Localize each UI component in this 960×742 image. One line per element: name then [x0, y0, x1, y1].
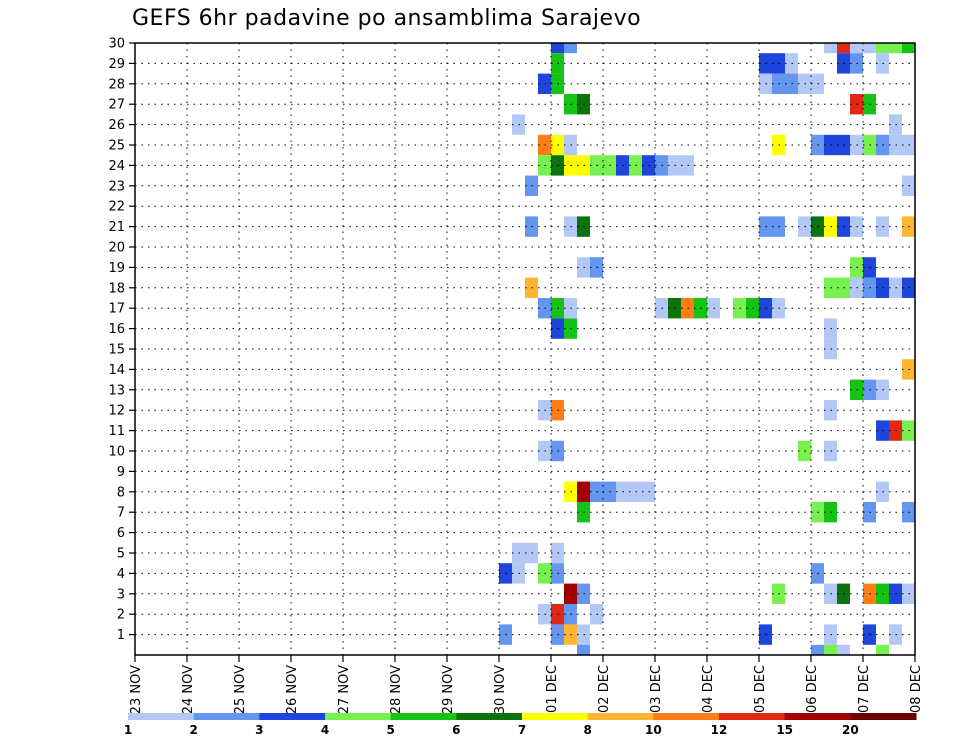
x-axis-ticks: 23 NOV 24 NOV 25 NOV 26 NOV 27 NOV 28 NOV 29 N… — [129, 655, 924, 714]
legend-label: 12 — [711, 723, 728, 737]
y-tick-label: 7 — [117, 506, 125, 521]
y-tick-label: 12 — [108, 404, 125, 419]
y-tick-label: 18 — [108, 281, 125, 296]
x-tick-label: 28 NOV — [389, 665, 404, 714]
x-tick-label: 02 DEC — [597, 665, 612, 713]
legend-swatch — [193, 713, 260, 720]
heatmap-cell — [902, 43, 915, 54]
legend-swatch — [850, 713, 917, 720]
x-tick-label: 23 NOV — [129, 665, 144, 714]
y-tick-label: 22 — [108, 200, 125, 215]
legend-swatch — [259, 713, 326, 720]
legend-swatch — [390, 713, 457, 720]
x-tick-label: 26 NOV — [285, 665, 300, 714]
heatmap-cell — [863, 43, 876, 54]
legend-label: 20 — [842, 723, 859, 737]
y-tick-label: 30 — [108, 37, 125, 52]
y-tick-label: 21 — [108, 220, 125, 235]
y-tick-label: 3 — [117, 587, 125, 602]
legend-label: 7 — [518, 723, 526, 737]
y-tick-label: 28 — [108, 77, 125, 92]
y-tick-label: 27 — [108, 98, 125, 113]
y-tick-label: 29 — [108, 57, 125, 72]
legend-swatch — [522, 713, 589, 720]
color-legend: 1 2 3 4 5 6 7 8 10 12 15 20 — [124, 713, 917, 737]
x-tick-label: 07 DEC — [857, 665, 872, 713]
legend-label: 1 — [124, 723, 132, 737]
legend-swatch — [719, 713, 786, 720]
y-tick-label: 10 — [108, 445, 125, 460]
x-tick-label: 05 DEC — [753, 665, 768, 713]
x-tick-label: 30 NOV — [493, 665, 508, 714]
legend-label: 3 — [255, 723, 263, 737]
y-tick-label: 16 — [108, 322, 125, 337]
y-tick-label: 20 — [108, 241, 125, 256]
chart-title: GEFS 6hr padavine po ansamblima Sarajevo — [132, 6, 642, 31]
heatmap-cell — [811, 644, 824, 655]
y-tick-label: 17 — [108, 302, 125, 317]
legend-swatch — [325, 713, 392, 720]
x-tick-label: 24 NOV — [181, 665, 196, 714]
heatmap-cell — [824, 644, 837, 655]
heatmap-cell — [876, 644, 889, 655]
y-axis-ticks: 1234567891011121314151617181920212223242… — [108, 37, 135, 643]
legend-swatch — [784, 713, 851, 720]
x-tick-label: 29 NOV — [441, 665, 456, 714]
heatmap-cell — [837, 644, 850, 655]
legend-swatch — [456, 713, 523, 720]
x-tick-label: 03 DEC — [649, 665, 664, 713]
y-tick-label: 13 — [108, 383, 125, 398]
y-tick-label: 24 — [108, 159, 125, 174]
y-tick-label: 9 — [117, 465, 125, 480]
heatmap-cell — [551, 43, 564, 54]
heatmap-cell — [850, 43, 863, 54]
legend-label: 2 — [189, 723, 197, 737]
y-tick-label: 14 — [108, 363, 125, 378]
heatmap-cell — [577, 644, 590, 655]
legend-label: 6 — [452, 723, 460, 737]
y-tick-label: 25 — [108, 139, 125, 154]
heatmap-cell — [824, 43, 837, 54]
legend-swatch — [128, 713, 195, 720]
legend-swatch — [653, 713, 720, 720]
y-tick-label: 4 — [117, 567, 125, 582]
legend-label: 10 — [645, 723, 662, 737]
y-tick-label: 5 — [117, 547, 125, 562]
legend-label: 15 — [776, 723, 793, 737]
heatmap-cell — [564, 43, 577, 54]
y-tick-label: 15 — [108, 343, 125, 358]
heatmap-cell — [876, 43, 889, 54]
legend-swatch — [587, 713, 654, 720]
heatmap-cell — [837, 43, 850, 54]
y-tick-label: 23 — [108, 179, 125, 194]
y-tick-label: 11 — [108, 424, 125, 439]
x-tick-label: 06 DEC — [805, 665, 820, 713]
heatmap-cell — [889, 43, 902, 54]
y-tick-label: 2 — [117, 608, 125, 623]
y-tick-label: 1 — [117, 628, 125, 643]
y-tick-label: 6 — [117, 526, 125, 541]
y-tick-label: 19 — [108, 261, 125, 276]
x-tick-label: 27 NOV — [337, 665, 352, 714]
legend-label: 5 — [386, 723, 394, 737]
y-tick-label: 26 — [108, 118, 125, 133]
legend-label: 8 — [583, 723, 591, 737]
x-tick-label: 08 DEC — [909, 665, 924, 713]
x-tick-label: 25 NOV — [233, 665, 248, 714]
x-tick-label: 04 DEC — [701, 665, 716, 713]
legend-label: 4 — [321, 723, 329, 737]
y-tick-label: 8 — [117, 485, 125, 500]
gridlines — [135, 42, 915, 655]
x-tick-label: 01 DEC — [545, 665, 560, 713]
